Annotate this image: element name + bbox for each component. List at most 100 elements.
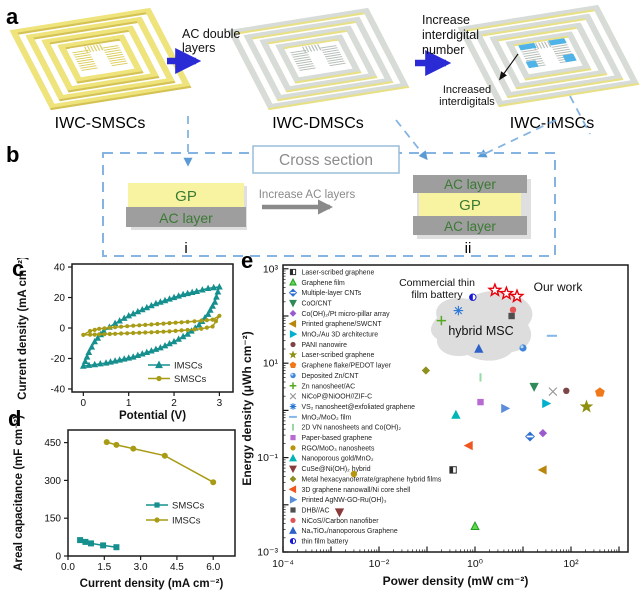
data-point-SMSCs (92, 327, 97, 332)
chart-shape (509, 306, 517, 313)
data-point-SMSCs (204, 318, 209, 323)
legend-label: 3D graphene nanowall/Ni core shell (302, 487, 411, 494)
legend-swatch (154, 517, 160, 523)
chart-shape (83, 44, 104, 53)
data-point-SMSCs (167, 321, 172, 326)
data-point-SMSCs (82, 538, 89, 545)
chart-shape (436, 315, 447, 326)
data-point-SMSCs (204, 325, 209, 330)
y-axis-label: Current density (mA cm⁻²) (17, 258, 29, 400)
stack-ii-ac1-label: AC layer (444, 177, 496, 192)
data-point-SMSCs (113, 325, 118, 330)
data-point-IMSCs (152, 345, 160, 352)
chart-shape (210, 324, 215, 329)
chart-shape (334, 508, 345, 518)
chart-shape (290, 538, 293, 544)
data-point-SMSCs (97, 326, 102, 331)
chart-shape (9, 7, 191, 109)
chart-shape (350, 470, 358, 478)
chart-shape (137, 323, 142, 328)
chart-shape (161, 296, 169, 304)
y-tick-label: 40 (54, 263, 66, 274)
chart-shape (92, 327, 97, 332)
data-point (563, 387, 570, 394)
chart-shape (213, 293, 220, 300)
chart-shape (175, 335, 182, 342)
chart-shape (125, 311, 133, 319)
blue-interdigital (525, 60, 539, 69)
chart-shape (175, 292, 182, 299)
data-point (474, 343, 484, 353)
data-point-SMSCs (179, 328, 184, 333)
chart-shape (487, 282, 503, 297)
chart-shape (143, 322, 148, 327)
chart-shape (131, 330, 136, 336)
chart-shape (116, 317, 123, 324)
legend-label: DHB//AC (302, 507, 330, 514)
x-axis-label: Current density (mA cm⁻²) (80, 578, 224, 590)
stack-ii-ac2-label: AC layer (444, 219, 496, 234)
data-point-IMSCs (143, 303, 151, 311)
chart-shape (288, 319, 297, 328)
chart-shape (167, 321, 172, 326)
legend-swatch (290, 517, 296, 523)
chart-shape (125, 354, 133, 361)
legend-swatch (290, 445, 296, 451)
legend-label: Na₄TiO₄/nanoporous Graphene (302, 528, 398, 535)
chart-shape (473, 13, 623, 97)
our-work-star (509, 288, 525, 303)
chart-shape (81, 357, 89, 365)
legend-swatch (290, 341, 296, 348)
stack-i-gp-label: GP (175, 188, 197, 205)
chart-shape (85, 348, 93, 356)
chart-shape (77, 537, 84, 544)
x-tick-label: 2 (171, 398, 177, 409)
y-tick-label: 20 (54, 293, 66, 304)
chart-shape (595, 387, 605, 397)
data-point (525, 431, 535, 442)
data-point-IMSCs (88, 343, 96, 350)
panel-e-chart: 10⁻⁴ 10⁻² 10⁰ 10² 10⁻³ 10⁻¹ 10¹ 10³ Power densit… (240, 263, 629, 588)
legend-label: SMSCs (172, 501, 204, 512)
chart-shape (519, 344, 527, 352)
data-point-IMSCs (85, 361, 93, 368)
legend-swatch (289, 453, 297, 462)
chart-shape (130, 445, 137, 452)
chart-shape (161, 329, 166, 334)
panel-c-chart: 0 1 2 3 -40 -20 0 20 40 Potential (V) Current dens… (17, 258, 234, 422)
data-point-SMSCs (100, 542, 107, 549)
chart-shape (152, 299, 160, 307)
chart-shape (289, 403, 297, 410)
data-point (542, 398, 552, 409)
data-point-SMSCs (185, 327, 190, 333)
chart-shape (113, 544, 120, 551)
data-point-IMSCs (129, 309, 137, 317)
chart-shape (210, 317, 215, 322)
chart-shape (477, 398, 484, 406)
data-point-SMSCs (131, 330, 136, 336)
data-point-IMSCs (161, 296, 169, 304)
chart-shape (94, 334, 102, 341)
data-point (595, 387, 605, 397)
panel-ab-graphic: AC double layers Increase interdigital n… (9, 4, 640, 257)
data-point (436, 315, 447, 326)
chart-shape (113, 441, 120, 448)
data-point-SMSCs (88, 332, 93, 337)
data-point-IMSCs (179, 332, 187, 340)
data-point-SMSCs (173, 328, 178, 333)
data-point-IMSCs (161, 452, 168, 459)
legend-label: NiCoS//Carbon nanofiber (302, 518, 380, 525)
data-point-IMSCs (125, 311, 133, 319)
data-point (508, 312, 515, 320)
chart-shape (498, 285, 515, 301)
data-point-SMSCs (179, 320, 184, 325)
annotation-line2: interdigitals (439, 96, 495, 108)
data-point-IMSCs (148, 347, 155, 354)
chart-shape (170, 337, 178, 345)
legend-swatch (289, 475, 297, 483)
data-point-SMSCs (102, 332, 107, 337)
chart-shape (290, 445, 296, 451)
hybrid-msc-label: hybrid MSC (448, 324, 513, 338)
chart-shape (148, 301, 155, 309)
stack-i-gp (128, 183, 244, 207)
